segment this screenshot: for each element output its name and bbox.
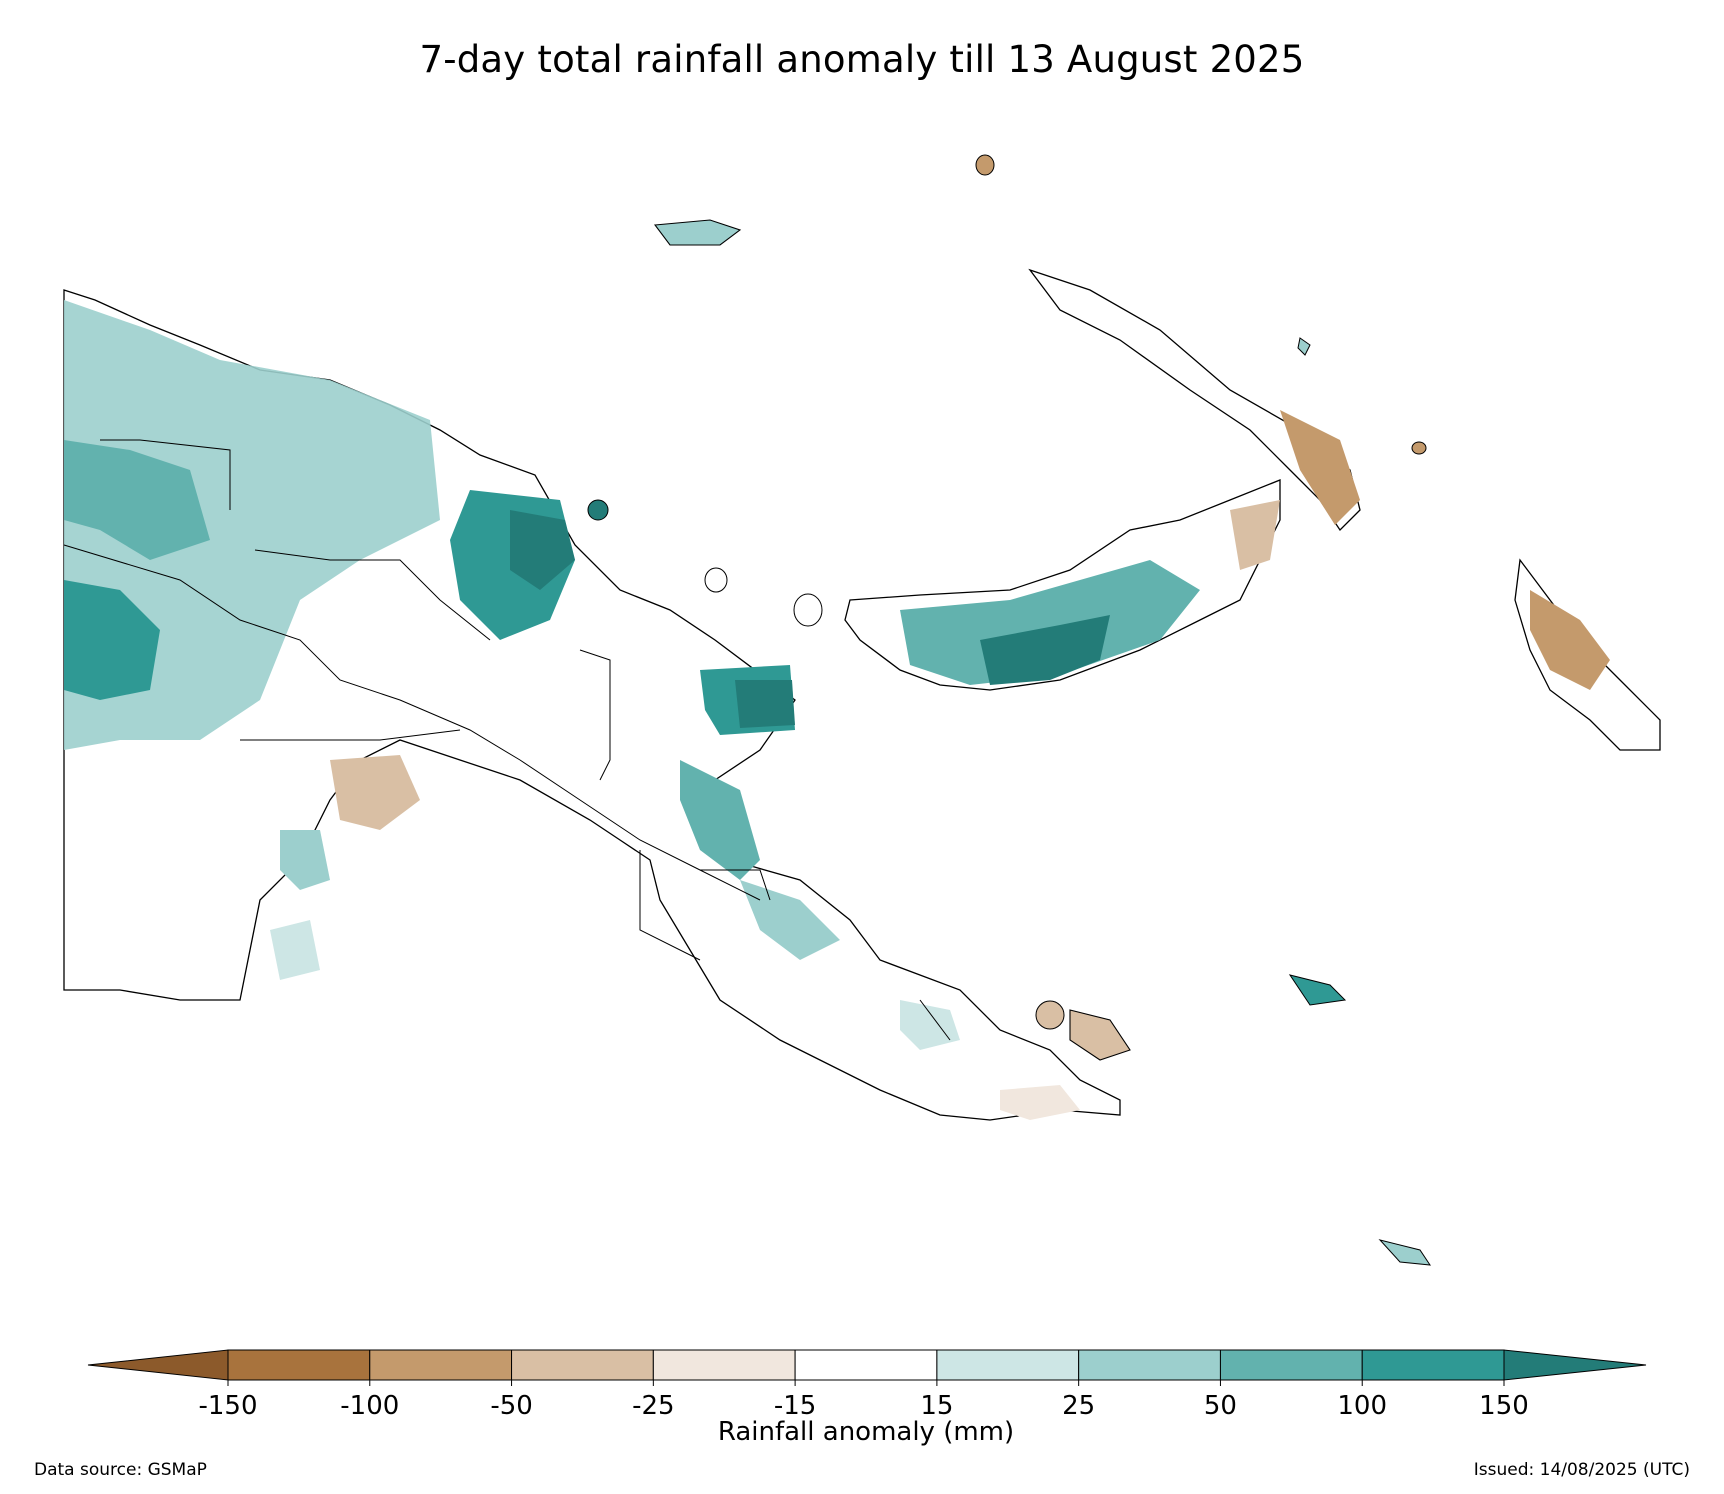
small-island-feni [1411,441,1427,455]
anomaly-zone-oro [740,880,840,960]
dentrecasteaux-islands [1069,1009,1131,1061]
colorbar-tick-label: -150 [198,1391,257,1421]
rossel-island [1378,1239,1432,1266]
colorbar-tick-label: 25 [1062,1391,1095,1421]
colorbar-tick-label: 150 [1479,1391,1529,1421]
karkar-island [587,499,609,521]
colorbar-tick-label: -100 [340,1391,399,1421]
colorbar-swatches [87,1349,1647,1381]
anomaly-zone-central-dry [1000,1085,1080,1120]
woodlark-island [1288,974,1347,1006]
new-ireland-dry [1280,410,1360,525]
colorbar-tick-label: -50 [490,1391,532,1421]
small-island-northeast [975,154,995,176]
colorbar-tick-label: 15 [920,1391,953,1421]
colorbar-swatch [652,1349,796,1381]
province-boundaries [63,439,951,1041]
colorbar-swatch [794,1349,938,1381]
colorbar-tick-label: -15 [774,1391,816,1421]
colorbar-swatch [511,1349,654,1381]
anomaly-zone-morobe [680,760,760,880]
umboi-island [793,593,823,627]
colorbar-swatch [936,1349,1080,1381]
anomaly-zone-gulf-dry [330,755,420,830]
anomaly-zone-north-coast-core [510,510,575,590]
goodenough-island [1035,1000,1065,1030]
bougainville-dry [1530,590,1610,690]
colorbar-swatch [1361,1349,1505,1381]
islands [587,154,1661,1266]
anomaly-zone-west-strong [64,580,160,700]
mainland-new-guinea [63,289,1121,1121]
colorbar-tick-label: -25 [632,1391,674,1421]
new-britain-wet [900,560,1200,685]
small-island-tanga [1297,337,1311,356]
manus [653,219,742,246]
colorbar-label: Rainfall anomaly (mm) [718,1417,1014,1447]
data-source-note: Data source: GSMaP [34,1460,207,1480]
long-island [704,567,728,593]
colorbar-ticks: -150 -100 -50 -25 -15 15 25 50 100 150 [198,1380,1529,1421]
colorbar-swatch [1078,1349,1221,1381]
new-britain-dry [1230,500,1280,570]
new-ireland [1028,268,1361,532]
anomaly-zone-west-mid [64,440,210,560]
colorbar-swatch [369,1349,513,1381]
anomaly-zone-fly [270,920,320,980]
anomaly-zone-western-south [280,830,330,890]
colorbar-swatch [1219,1349,1363,1381]
colorbar-extend-high [1503,1349,1647,1381]
colorbar-swatch [227,1349,371,1381]
anomaly-zone-huon-core [735,680,795,728]
colorbar-extend-low [87,1349,229,1381]
new-britain-wet-core [980,615,1110,685]
issued-date: Issued: 14/08/2025 (UTC) [1473,1460,1690,1480]
colorbar-tick-label: 100 [1337,1391,1387,1421]
map-title: 7-day total rainfall anomaly till 13 Aug… [419,38,1305,81]
anomaly-zone-milne [900,1000,960,1050]
rainfall-anomaly-map [63,154,1661,1266]
colorbar-tick-label: 50 [1204,1391,1237,1421]
